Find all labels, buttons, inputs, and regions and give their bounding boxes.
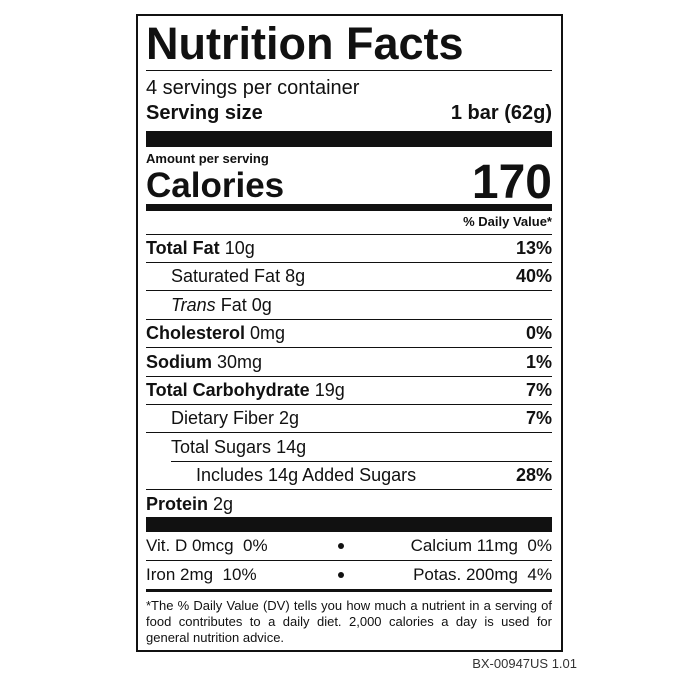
nutrient-amount: 30mg xyxy=(217,351,263,372)
mineral-dv: 0% xyxy=(527,536,552,555)
nutrient-text: Total Fat 10g xyxy=(146,238,255,258)
nutrient-row: Protein 2g xyxy=(146,490,552,518)
nutrient-row: Total Carbohydrate 19g 7% xyxy=(146,376,552,404)
nutrient-dv: 0% xyxy=(525,323,552,344)
nutrient-text: Total Carbohydrate 19g xyxy=(146,380,345,400)
nutrient-amount: 14g xyxy=(276,436,307,457)
divider xyxy=(146,234,552,235)
nutrient-text: Trans Fat 0g xyxy=(146,295,272,315)
divider xyxy=(146,560,552,561)
dv-header: % Daily Value* xyxy=(463,214,552,229)
bullet xyxy=(338,571,344,578)
product-code: BX-00947US 1.01 xyxy=(472,656,577,671)
divider xyxy=(146,489,552,491)
divider xyxy=(146,290,552,292)
nutrient-name: Includes 14g Added Sugars xyxy=(196,465,417,486)
amount-per-serving: Amount per serving xyxy=(146,151,269,166)
nutrient-name: Total Fat xyxy=(146,238,220,258)
mineral-row: Vit. D 0mcg 0% Calcium 11mg 0% xyxy=(146,532,552,560)
nutrient-row: Saturated Fat 8g 40% xyxy=(146,262,552,290)
nutrient-row: Trans Fat 0g xyxy=(146,291,552,319)
nutrient-name: Dietary Fiber xyxy=(171,408,275,429)
nutrient-row: Total Sugars 14g xyxy=(146,433,552,461)
nutrient-row: Includes 14g Added Sugars 28% xyxy=(146,461,552,489)
divider xyxy=(146,347,552,349)
title: Nutrition Facts xyxy=(146,18,464,69)
mineral: Potas. 200mg 4% xyxy=(413,561,552,589)
medium-bar xyxy=(146,589,552,592)
divider xyxy=(146,432,552,434)
thick-bar xyxy=(146,131,552,147)
mineral-dv: 0% xyxy=(243,536,268,555)
divider xyxy=(146,70,552,71)
servings: 4 servings per container xyxy=(146,77,360,99)
nutrient-row: Cholesterol 0mg 0% xyxy=(146,319,552,347)
nutrient-dv: 7% xyxy=(525,408,552,429)
divider xyxy=(146,404,552,405)
nutrient-dv: 1% xyxy=(525,351,552,372)
nutrient-text: Sodium 30mg xyxy=(146,352,262,372)
nutrient-amount: 19g xyxy=(314,380,345,400)
calories-label: Calories xyxy=(146,166,285,205)
serving-size-label: Serving size xyxy=(146,102,263,124)
mineral-name: Iron 2mg xyxy=(146,564,214,584)
divider xyxy=(146,375,552,377)
nutrient-dv: 28% xyxy=(515,465,552,486)
calories-value: 170 xyxy=(471,156,552,209)
mineral: Iron 2mg 10% xyxy=(146,561,257,589)
nutrient-row: Dietary Fiber 2g 7% xyxy=(146,404,552,432)
mineral: Vit. D 0mcg 0% xyxy=(146,532,268,560)
nutrient-text: Saturated Fat 8g xyxy=(146,266,305,286)
nutrient-text: Cholesterol 0mg xyxy=(146,323,285,343)
nutrient-amount: 8g xyxy=(285,266,306,287)
nutrient-text: Dietary Fiber 2g xyxy=(146,408,299,428)
nutrient-text: Protein 2g xyxy=(146,494,233,514)
thick-bar xyxy=(146,517,552,532)
mineral-row: Iron 2mg 10% Potas. 200mg 4% xyxy=(146,561,552,589)
nutrient-row: Total Fat 10g 13% xyxy=(146,234,552,262)
label-box xyxy=(136,14,563,652)
nutrient-name: Protein xyxy=(146,493,209,514)
nutrient-dv: 7% xyxy=(525,380,552,400)
nutrient-amount: 0g xyxy=(251,294,272,315)
nutrient-dv: 13% xyxy=(515,238,552,258)
nutrient-amount: 0mg xyxy=(250,323,286,344)
medium-bar xyxy=(146,204,552,211)
nutrient-name: Total Sugars xyxy=(171,436,272,457)
nutrient-text: Total Sugars 14g xyxy=(146,437,306,457)
mineral-dv: 4% xyxy=(527,564,552,584)
mineral: Calcium 11mg 0% xyxy=(411,532,552,560)
divider xyxy=(146,318,552,320)
nutrient-dv: 40% xyxy=(515,266,552,287)
nutrient-prefix: Trans xyxy=(171,294,216,315)
nutrient-row: Sodium 30mg 1% xyxy=(146,348,552,376)
mineral-name: Vit. D 0mcg xyxy=(146,536,234,555)
nutrient-amount: 2g xyxy=(279,408,300,429)
bullet xyxy=(338,543,344,549)
nutrient-name: Saturated Fat xyxy=(171,266,281,287)
mineral-dv: 10% xyxy=(222,564,257,584)
nutrient-text: Includes 14g Added Sugars xyxy=(146,465,416,485)
nutrient-amount: 10g xyxy=(224,238,255,258)
nutrient-amount: 2g xyxy=(213,493,234,514)
serving-size-value: 1 bar (62g) xyxy=(450,102,552,124)
nutrient-name: Total Carbohydrate xyxy=(146,380,310,400)
nutrient-name: Sodium xyxy=(146,351,212,372)
divider xyxy=(171,460,552,462)
footnote: *The % Daily Value (DV) tells you how mu… xyxy=(146,598,552,645)
mineral-name: Calcium 11mg xyxy=(410,536,518,555)
mineral-name: Potas. 200mg xyxy=(413,564,518,584)
divider xyxy=(146,262,552,263)
nutrient-name: Cholesterol xyxy=(146,323,246,344)
nutrient-name: Fat xyxy=(220,294,247,315)
